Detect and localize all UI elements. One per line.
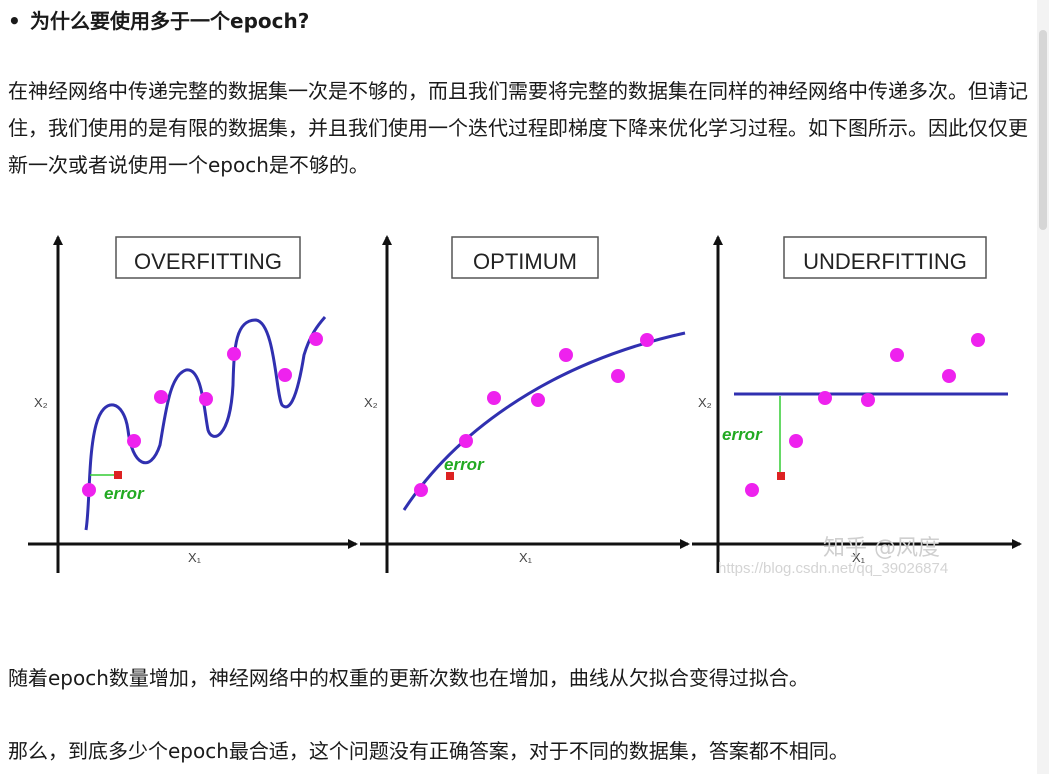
data-point [82, 483, 96, 497]
data-point [559, 348, 573, 362]
x-axis-label: X₁ [852, 550, 866, 565]
data-point [127, 434, 141, 448]
data-point [531, 393, 545, 407]
data-point [309, 332, 323, 346]
y-axis-label: X₂ [698, 395, 712, 410]
data-point [414, 483, 428, 497]
data-point [971, 333, 985, 347]
error-marker [446, 472, 454, 480]
panel-overfitting: OVERFITTING X₂ X₁ error [28, 235, 358, 573]
heading-text: 为什么要使用多于一个epoch? [30, 9, 310, 33]
data-point [227, 347, 241, 361]
data-point [459, 434, 473, 448]
paragraph-conclusion: 那么，到底多少个epoch最合适，这个问题没有正确答案，对于不同的数据集，答案都… [8, 739, 849, 763]
panel-title-box [783, 236, 987, 279]
panel-title: OVERFITTING [134, 249, 282, 274]
data-point [199, 392, 213, 406]
watermark-url: https://blog.csdn.net/qq_39026874 [718, 560, 948, 577]
data-point [640, 333, 654, 347]
bullet: • [8, 9, 21, 33]
paragraph-epoch-effect: 随着epoch数量增加，神经网络中的权重的更新次数也在增加，曲线从欠拟合变得过拟… [8, 666, 809, 690]
model-curve [402, 331, 686, 511]
x-axis-label: X₁ [188, 550, 202, 565]
data-point [278, 368, 292, 382]
x-axis-label: X₁ [519, 550, 533, 565]
y-axis-label: X₂ [364, 395, 378, 410]
data-point [890, 348, 904, 362]
section-heading: • 为什么要使用多于一个epoch? [8, 6, 1038, 36]
watermark-brand: 知乎 @风度 [823, 536, 940, 561]
data-point [818, 391, 832, 405]
data-point [942, 369, 956, 383]
data-point [487, 391, 501, 405]
data-point [861, 393, 875, 407]
error-marker [114, 471, 122, 479]
panel-title-box [451, 236, 599, 279]
panel-optimum: OPTIMUM X₂ X₁ error [360, 235, 690, 573]
panel-title: UNDERFITTING [803, 249, 967, 274]
model-curve [84, 316, 327, 531]
error-label: error [444, 455, 485, 474]
scrollbar-thumb[interactable] [1039, 30, 1047, 230]
paragraph-intro: 在神经网络中传递完整的数据集一次是不够的，而且我们需要将完整的数据集在同样的神经… [8, 79, 1028, 177]
panel-underfitting: UNDERFITTING X₂ X₁ error [692, 235, 1022, 573]
data-point [789, 434, 803, 448]
data-point [745, 483, 759, 497]
data-point [611, 369, 625, 383]
error-label: error [104, 484, 145, 503]
error-marker [777, 472, 785, 480]
error-label: error [722, 425, 763, 444]
panel-title-box [115, 236, 301, 279]
y-axis-label: X₂ [34, 395, 48, 410]
panel-title: OPTIMUM [473, 249, 577, 274]
page-scrollbar[interactable] [1037, 0, 1049, 774]
fitting-comparison-figure: OVERFITTING X₂ X₁ error OPTIMUM X₂ X₁ er… [28, 235, 1022, 577]
data-point [154, 390, 168, 404]
